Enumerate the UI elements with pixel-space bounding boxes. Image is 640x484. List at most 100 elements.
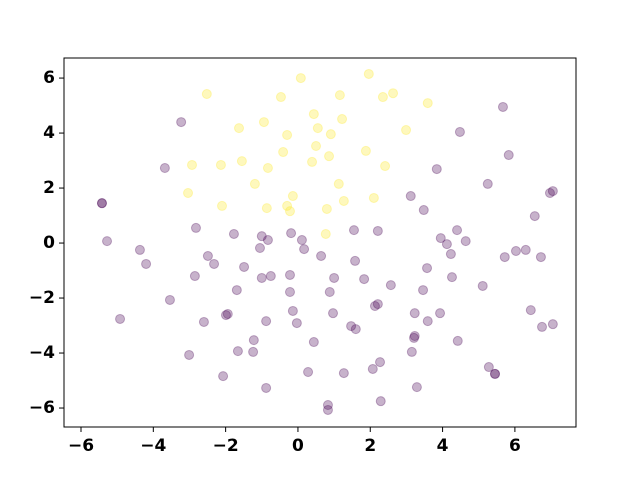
point: [308, 109, 319, 120]
point: [333, 178, 344, 189]
point: [282, 200, 293, 211]
point: [232, 346, 243, 357]
y-tick-label: 4: [43, 123, 55, 143]
point: [377, 92, 388, 103]
x-tick-label: −6: [68, 436, 94, 456]
point: [295, 73, 306, 84]
point: [321, 203, 332, 214]
point: [360, 145, 371, 156]
point: [338, 368, 349, 379]
point: [460, 236, 471, 247]
point: [187, 159, 197, 170]
point: [220, 310, 231, 321]
point: [261, 203, 272, 214]
y-tick-label: −4: [29, 343, 55, 363]
y-tick-label: −6: [29, 398, 55, 418]
point: [329, 272, 340, 283]
point: [102, 236, 113, 247]
point: [198, 316, 209, 327]
point: [286, 228, 297, 239]
point: [287, 191, 298, 202]
point: [380, 161, 391, 172]
point: [418, 285, 429, 296]
point: [348, 225, 359, 236]
x-tick-label: 6: [509, 436, 521, 456]
point: [431, 164, 442, 175]
point: [445, 249, 456, 260]
point: [96, 198, 107, 209]
point: [367, 363, 378, 374]
point: [215, 159, 226, 170]
point: [322, 404, 333, 415]
point: [483, 362, 494, 373]
point: [337, 114, 348, 125]
point: [535, 252, 546, 263]
point: [497, 101, 508, 112]
point: [239, 261, 250, 272]
point: [201, 89, 212, 100]
point: [291, 318, 302, 329]
point: [234, 123, 245, 134]
point: [299, 244, 310, 255]
point: [284, 286, 295, 297]
point: [311, 140, 322, 151]
point: [228, 228, 239, 239]
point: [503, 150, 514, 161]
point: [231, 285, 242, 296]
point: [452, 335, 463, 346]
point: [328, 308, 339, 319]
point: [490, 368, 501, 379]
point: [334, 90, 345, 101]
point: [441, 239, 452, 250]
point: [303, 367, 314, 378]
point: [256, 231, 267, 242]
point: [454, 126, 465, 137]
point: [490, 368, 501, 379]
point: [141, 258, 152, 269]
point: [265, 271, 276, 282]
point: [435, 308, 446, 319]
point: [368, 192, 379, 203]
point: [388, 88, 399, 99]
point: [236, 156, 247, 167]
point: [262, 235, 273, 246]
point: [544, 188, 555, 199]
point: [385, 280, 396, 291]
point: [284, 206, 295, 217]
point: [409, 332, 420, 343]
point: [375, 357, 386, 368]
point: [278, 147, 289, 158]
point: [346, 321, 357, 332]
point: [275, 92, 286, 103]
point: [547, 319, 558, 330]
point: [418, 205, 429, 216]
point: [184, 349, 195, 360]
point: [96, 198, 107, 209]
point: [406, 346, 417, 357]
point: [115, 313, 126, 324]
y-tick-label: −2: [29, 288, 55, 308]
y-tick-label: 6: [43, 68, 55, 88]
point: [411, 382, 422, 393]
point: [159, 162, 170, 173]
point: [338, 195, 349, 206]
point: [401, 125, 412, 136]
point: [164, 294, 175, 305]
point: [446, 272, 457, 283]
point: [520, 244, 531, 255]
point: [375, 396, 386, 407]
point: [287, 305, 298, 316]
point: [254, 242, 265, 253]
point: [262, 162, 273, 173]
point: [435, 233, 446, 244]
point: [510, 246, 521, 257]
point: [308, 337, 319, 348]
point: [422, 263, 433, 274]
point: [405, 191, 416, 202]
point: [248, 346, 259, 357]
point: [312, 123, 323, 134]
point: [372, 225, 383, 236]
